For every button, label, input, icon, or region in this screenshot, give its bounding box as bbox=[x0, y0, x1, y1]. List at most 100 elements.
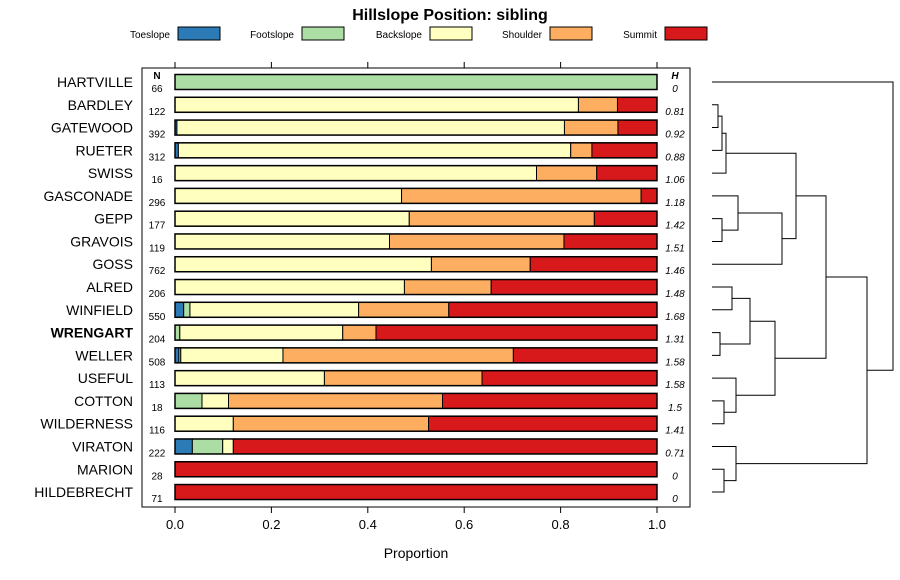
legend-label-shoulder: Shoulder bbox=[502, 30, 543, 41]
x-tick-label: 0.2 bbox=[262, 517, 280, 532]
bar-segment-shoulder bbox=[358, 301, 450, 318]
legend-swatch-toeslope bbox=[177, 26, 221, 41]
bar-segment-footslope bbox=[183, 301, 191, 318]
n-column-header: N bbox=[153, 71, 160, 82]
bar-segment-summit bbox=[529, 256, 658, 273]
row-n: 119 bbox=[149, 243, 165, 254]
x-axis-label: Proportion bbox=[384, 545, 449, 561]
row-label: COTTON bbox=[74, 393, 133, 409]
bar-segment-backslope bbox=[179, 324, 344, 341]
row-h: 0 bbox=[672, 494, 678, 505]
bar-segment-footslope bbox=[174, 392, 203, 409]
dendrogram-link bbox=[736, 320, 776, 396]
dendrogram bbox=[712, 81, 894, 493]
bar-segment-shoulder bbox=[563, 119, 619, 136]
row-h: 0.71 bbox=[665, 448, 684, 459]
bar-segment-shoulder bbox=[408, 210, 595, 227]
bar-outline bbox=[174, 255, 658, 273]
bar-segment-toeslope bbox=[174, 438, 193, 455]
dendrogram-link bbox=[712, 115, 723, 151]
row-gatewood: GATEWOOD 392 0.92 bbox=[51, 119, 685, 141]
bar-segment-backslope bbox=[174, 370, 325, 387]
bar-segment-summit bbox=[591, 142, 658, 159]
row-gepp: GEPP 177 1.42 bbox=[94, 210, 685, 232]
bar-segment-summit bbox=[490, 279, 658, 296]
row-alred: ALRED 206 1.48 bbox=[86, 278, 685, 300]
row-n: 116 bbox=[149, 426, 165, 437]
x-tick-label: 0.6 bbox=[455, 517, 473, 532]
row-n: 762 bbox=[149, 266, 166, 277]
row-viraton: VIRATON 222 0.71 bbox=[72, 438, 685, 459]
row-label: USEFUL bbox=[78, 370, 133, 386]
row-h: 1.58 bbox=[665, 380, 685, 391]
bar-outline bbox=[174, 347, 658, 364]
row-n: 66 bbox=[151, 84, 163, 95]
dendrogram-link bbox=[712, 400, 725, 425]
row-wilderness: WILDERNESS 116 1.41 bbox=[40, 415, 685, 437]
row-rueter: RUETER 312 0.88 bbox=[75, 142, 685, 163]
row-n: 16 bbox=[151, 175, 163, 186]
bar-segment-backslope bbox=[174, 165, 537, 182]
dendrogram-link bbox=[720, 297, 751, 345]
row-h: 1.42 bbox=[665, 221, 685, 232]
bar-segment-shoulder bbox=[401, 187, 642, 204]
row-label: SWISS bbox=[88, 165, 133, 181]
bar-segment-summit bbox=[174, 484, 658, 501]
x-tick-label: 0.4 bbox=[359, 517, 377, 532]
bar-segment-shoulder bbox=[430, 256, 531, 273]
row-gravois: GRAVOIS 119 1.51 bbox=[70, 233, 685, 254]
row-label: GOSS bbox=[93, 256, 133, 272]
row-h: 1.18 bbox=[665, 198, 685, 209]
bar-segment-backslope bbox=[180, 347, 284, 364]
legend: Toeslope Footslope Backslope Shoulder Summit bbox=[130, 26, 708, 41]
bar-segment-backslope bbox=[189, 301, 360, 318]
bar-segment-backslope bbox=[174, 96, 579, 113]
bar-segment-footslope bbox=[191, 438, 224, 455]
bar-segment-backslope bbox=[174, 187, 403, 204]
bar-segment-shoulder bbox=[232, 415, 430, 432]
bar-segment-summit bbox=[442, 392, 658, 409]
row-label: ALRED bbox=[86, 279, 133, 295]
row-label: GATEWOOD bbox=[51, 120, 133, 136]
row-h: 1.51 bbox=[665, 243, 684, 254]
row-n: 177 bbox=[149, 221, 166, 232]
bar-segment-shoulder bbox=[570, 142, 593, 159]
row-goss: GOSS 762 1.46 bbox=[93, 255, 685, 277]
row-label: GASCONADE bbox=[44, 188, 133, 204]
row-label: GEPP bbox=[94, 211, 133, 227]
bar-outline bbox=[174, 301, 658, 319]
dendrogram-link bbox=[775, 195, 827, 359]
row-h: 1.48 bbox=[665, 289, 685, 300]
bar-segment-summit bbox=[640, 187, 658, 204]
row-label: HARTVILLE bbox=[57, 74, 133, 90]
row-label: GRAVOIS bbox=[70, 233, 133, 249]
row-label: WRENGART bbox=[51, 325, 134, 341]
bar-rows: HARTVILLE 66 0 BARDLEY 122 0.81 GATEWOOD 392 0.9… bbox=[34, 73, 685, 505]
row-label: HILDEBRECHT bbox=[34, 484, 133, 500]
bar-segment-backslope bbox=[201, 392, 230, 409]
bar-outline bbox=[174, 324, 658, 341]
legend-label-toeslope: Toeslope bbox=[130, 30, 170, 41]
row-n: 296 bbox=[149, 198, 166, 209]
bar-segment-summit bbox=[593, 210, 658, 227]
row-label: BARDLEY bbox=[68, 97, 134, 113]
row-cotton: COTTON 18 1.5 bbox=[74, 392, 682, 414]
row-h: 0 bbox=[672, 84, 678, 95]
row-hartville: HARTVILLE 66 0 bbox=[57, 73, 678, 95]
dendrogram-link bbox=[712, 195, 739, 231]
row-useful: USEFUL 113 1.58 bbox=[78, 369, 685, 391]
bar-segment-shoulder bbox=[323, 370, 483, 387]
row-h: 0.88 bbox=[665, 152, 685, 163]
row-label: WELLER bbox=[75, 347, 133, 363]
dendrogram-link bbox=[712, 286, 733, 311]
legend-label-summit: Summit bbox=[623, 30, 657, 41]
bar-outline bbox=[174, 210, 658, 227]
row-h: 1.58 bbox=[665, 357, 685, 368]
row-h: 0 bbox=[672, 471, 678, 482]
row-weller: WELLER 508 1.58 bbox=[75, 347, 685, 368]
row-h: 0.81 bbox=[665, 107, 684, 118]
bar-outline bbox=[174, 119, 658, 136]
bar-outline bbox=[174, 278, 658, 296]
row-h: 1.5 bbox=[668, 403, 682, 414]
bar-segment-summit bbox=[596, 165, 658, 182]
